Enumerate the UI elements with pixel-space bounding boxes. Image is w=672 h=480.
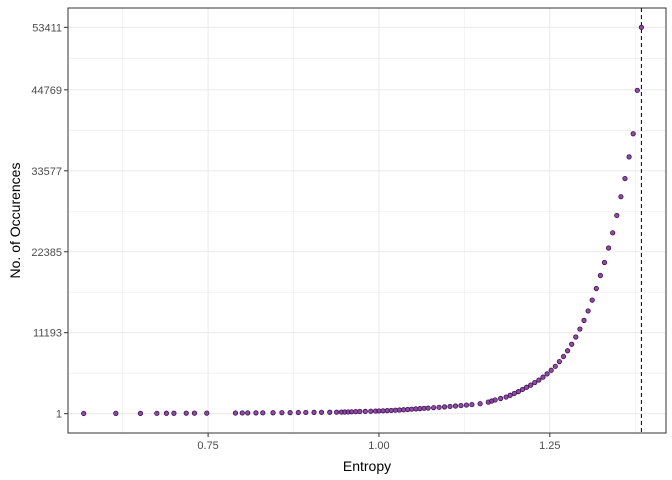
data-point (515, 389, 521, 395)
panel-border (67, 7, 667, 434)
data-point (191, 410, 198, 416)
y-tick-label: 22385 (31, 247, 62, 259)
data-point (536, 377, 542, 383)
data-point (630, 131, 636, 137)
x-axis: 0.75 1.00 1.25 (197, 433, 561, 452)
data-point (183, 410, 189, 416)
data-point (634, 87, 640, 93)
data-point (279, 410, 285, 416)
data-point (573, 334, 579, 340)
data-point (610, 230, 616, 236)
y-tick-label: 11193 (33, 328, 62, 340)
y-tick-label: 44769 (31, 85, 62, 97)
data-point (523, 384, 530, 390)
data-point (431, 405, 437, 411)
data-point (245, 410, 251, 416)
data-point (452, 403, 459, 409)
data-points (81, 24, 644, 417)
data-point (532, 379, 538, 386)
data-point (113, 410, 119, 416)
data-point (260, 410, 266, 416)
data-point (362, 408, 368, 414)
data-point (540, 374, 546, 380)
data-point (318, 409, 325, 415)
data-point (548, 367, 554, 373)
y-tick-label: 33577 (31, 166, 62, 178)
data-point (477, 401, 483, 407)
data-point (270, 410, 276, 416)
data-point (507, 392, 513, 398)
data-point (204, 410, 210, 416)
data-point (544, 371, 550, 377)
data-point (287, 409, 293, 416)
data-point (564, 348, 571, 354)
x-tick-label: 0.75 (197, 440, 218, 452)
data-point (556, 358, 562, 365)
data-point (614, 212, 620, 219)
data-point (469, 401, 475, 408)
data-point (569, 341, 575, 347)
data-point (498, 395, 504, 402)
data-point (458, 402, 464, 409)
data-point (626, 154, 632, 160)
data-point (528, 382, 534, 388)
data-point (589, 297, 595, 303)
data-point (333, 409, 340, 415)
data-point (519, 386, 526, 393)
data-point (622, 175, 628, 182)
data-point (171, 410, 177, 416)
data-point (137, 410, 144, 416)
data-point (163, 410, 170, 416)
data-point (552, 363, 558, 369)
data-point (441, 404, 448, 410)
data-point (585, 308, 591, 314)
data-point (511, 390, 517, 397)
data-point (232, 410, 239, 416)
data-point (357, 408, 363, 415)
y-tick-label: 53411 (32, 22, 62, 34)
data-point (447, 403, 453, 410)
grid-lines (68, 8, 666, 433)
data-point (154, 410, 160, 416)
x-tick-label: 1.25 (539, 440, 560, 452)
data-point (425, 405, 431, 411)
data-point (463, 402, 470, 408)
data-point (638, 24, 644, 30)
y-tick-label: 1 (56, 409, 62, 421)
y-axis: 1 11193 22385 33577 44769 53411 (31, 22, 68, 421)
data-point (618, 194, 624, 200)
data-point (239, 410, 245, 416)
data-point (368, 408, 374, 414)
data-point (253, 410, 259, 416)
data-point (593, 285, 599, 292)
y-axis-title: No. of Occurences (7, 163, 23, 279)
data-point (605, 245, 612, 251)
data-point (295, 409, 301, 416)
data-point (577, 326, 583, 332)
data-point (311, 409, 317, 415)
data-point (581, 317, 587, 323)
x-axis-title: Entropy (343, 458, 391, 474)
data-point (436, 404, 442, 410)
data-point (597, 272, 603, 279)
data-point (492, 397, 498, 403)
data-point (560, 353, 567, 360)
data-point (327, 409, 333, 415)
x-tick-label: 1.00 (368, 440, 389, 452)
data-point (601, 259, 608, 266)
data-point (503, 394, 509, 400)
data-point (81, 410, 87, 417)
data-point (303, 409, 309, 416)
